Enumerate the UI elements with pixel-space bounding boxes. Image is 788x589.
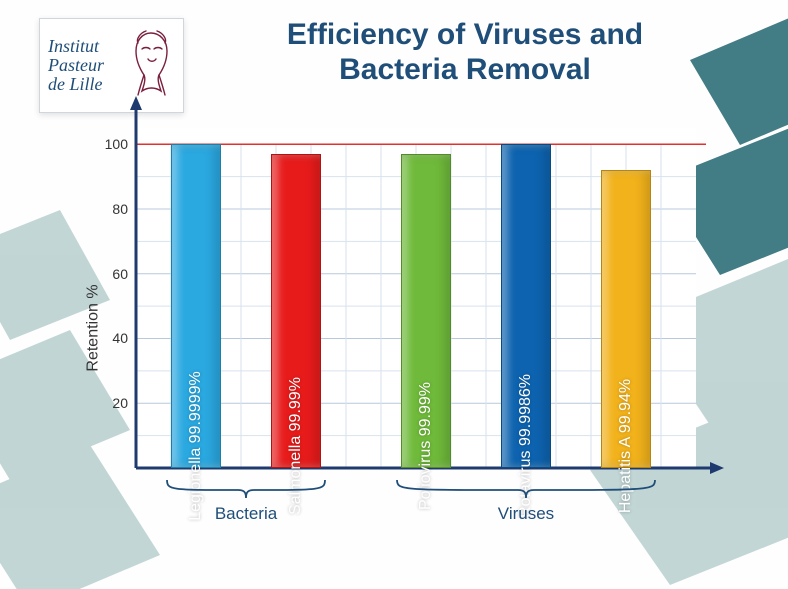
logo-line-1: Institut [48,37,104,56]
bar-poliovirus: Poliovirus 99.99% [401,154,451,468]
bar-hepatitis-a: Hepatitis A 99.94% [601,170,651,468]
logo-institut-pasteur: Institut Pasteur de Lille [39,18,184,113]
y-tick: 100 [98,136,128,152]
bar-rotavirus: Rotavirus 99.9986% [501,144,551,468]
bar-legionella: Legionella 99.9999% [171,144,221,468]
y-tick: 60 [98,266,128,282]
group-label: Viruses [395,504,657,524]
y-tick: 20 [98,395,128,411]
group-brace: Bacteria [165,478,327,502]
chart-title: Efficiency of Viruses and Bacteria Remov… [230,18,700,87]
logo-text: Institut Pasteur de Lille [48,37,104,94]
y-tick-labels: 20 40 60 80 100 [98,128,132,468]
group-label: Bacteria [165,504,327,524]
bar-chart: Retention % 20406080100 Legionella 99.99… [60,118,730,538]
logo-line-2: Pasteur [48,56,104,75]
bar-salmonella: Salmonella 99.99% [271,154,321,468]
y-tick: 40 [98,330,128,346]
logo-portrait-icon [124,25,179,105]
group-labels: Bacteria Viruses [136,478,696,538]
y-tick: 80 [98,201,128,217]
group-brace: Viruses [395,478,657,502]
logo-line-3: de Lille [48,75,104,94]
bars-container: Legionella 99.9999% Salmonella 99.99% Poli… [136,128,696,468]
